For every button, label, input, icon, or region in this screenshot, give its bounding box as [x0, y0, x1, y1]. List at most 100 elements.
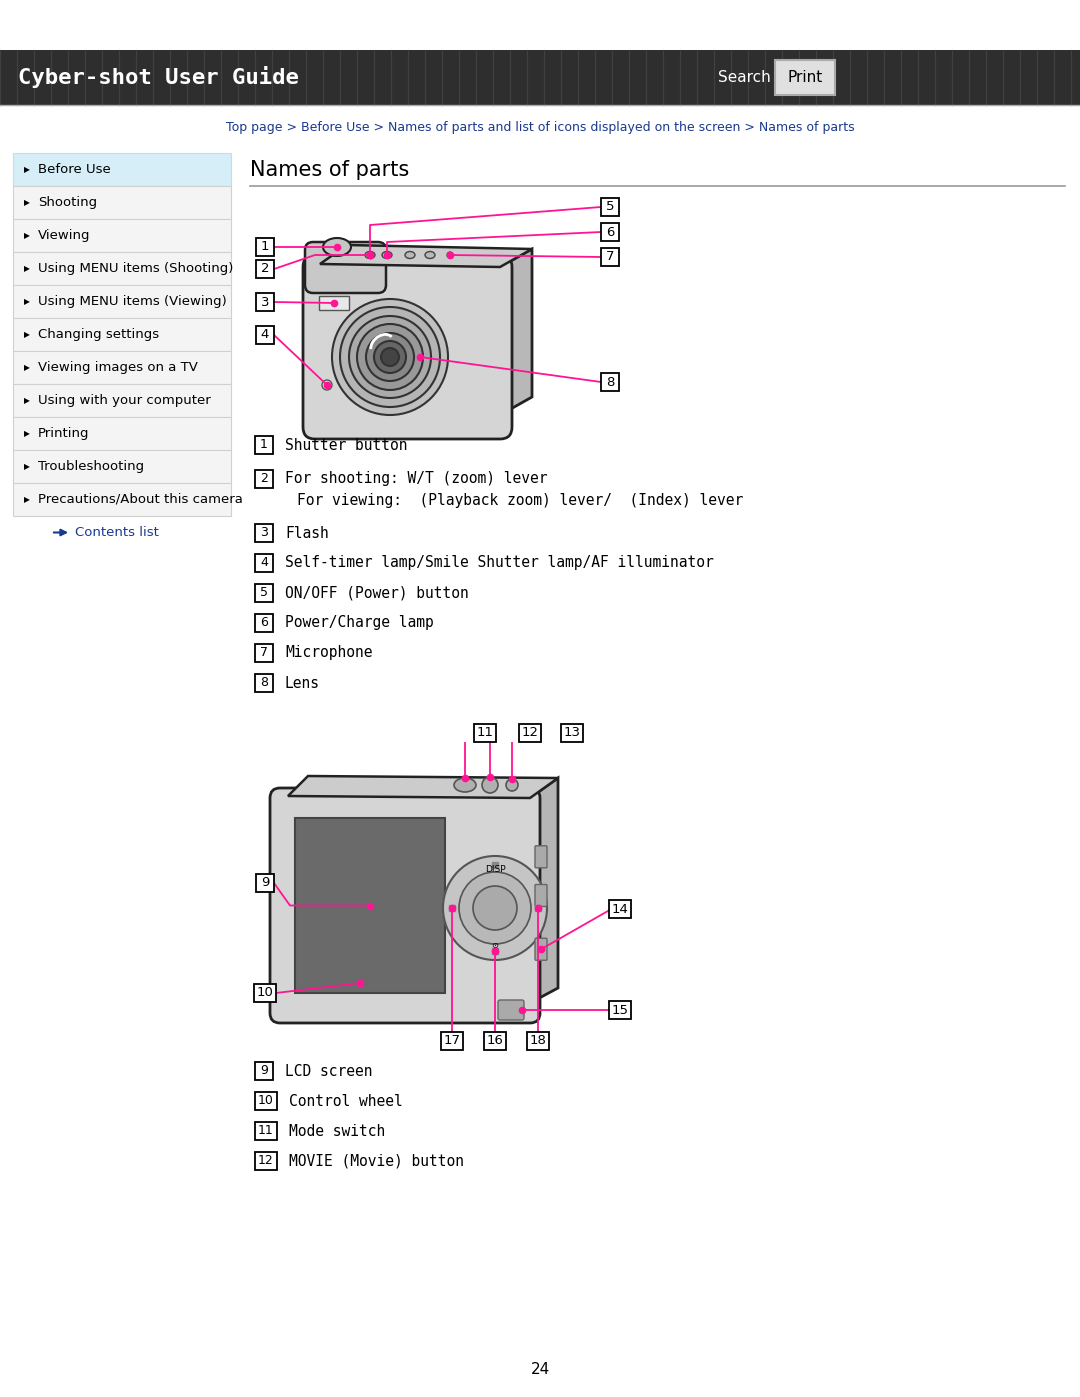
FancyBboxPatch shape	[535, 845, 546, 868]
Ellipse shape	[323, 237, 351, 256]
Text: Using MENU items (Viewing): Using MENU items (Viewing)	[38, 295, 227, 307]
FancyBboxPatch shape	[535, 884, 546, 907]
FancyBboxPatch shape	[305, 242, 386, 293]
Text: Cyber-shot User Guide: Cyber-shot User Guide	[18, 67, 299, 88]
FancyBboxPatch shape	[255, 673, 273, 692]
FancyBboxPatch shape	[303, 256, 512, 439]
FancyBboxPatch shape	[255, 469, 273, 488]
FancyBboxPatch shape	[600, 373, 619, 391]
Text: Using MENU items (Shooting): Using MENU items (Shooting)	[38, 263, 233, 275]
Text: ▶: ▶	[24, 330, 30, 339]
Text: 9: 9	[260, 876, 269, 890]
Text: Printing: Printing	[38, 427, 90, 440]
FancyBboxPatch shape	[255, 615, 273, 631]
Text: 8: 8	[260, 676, 268, 690]
FancyBboxPatch shape	[775, 60, 835, 95]
Bar	[295, 819, 445, 993]
Text: LCD screen: LCD screen	[285, 1063, 373, 1078]
Text: ▶: ▶	[24, 429, 30, 439]
Text: Using with your computer: Using with your computer	[38, 394, 211, 407]
Circle shape	[482, 777, 498, 793]
Text: Before Use: Before Use	[38, 163, 111, 176]
FancyBboxPatch shape	[484, 1032, 507, 1051]
Circle shape	[349, 316, 431, 398]
Text: 18: 18	[529, 1035, 546, 1048]
FancyBboxPatch shape	[535, 939, 546, 960]
FancyBboxPatch shape	[255, 584, 273, 602]
FancyBboxPatch shape	[255, 644, 273, 662]
FancyBboxPatch shape	[600, 224, 619, 242]
Ellipse shape	[382, 251, 392, 258]
FancyBboxPatch shape	[255, 555, 273, 571]
FancyBboxPatch shape	[319, 296, 349, 310]
Bar	[13, 154, 231, 186]
Text: Names of parts: Names of parts	[249, 161, 409, 180]
Circle shape	[340, 307, 440, 407]
Text: 3: 3	[260, 527, 268, 539]
FancyBboxPatch shape	[256, 326, 274, 344]
Text: 13: 13	[564, 726, 581, 739]
Bar	[13, 219, 231, 251]
Polygon shape	[500, 249, 532, 415]
Text: 4: 4	[260, 556, 268, 570]
FancyBboxPatch shape	[254, 983, 276, 1002]
FancyBboxPatch shape	[609, 1002, 631, 1018]
Text: 7: 7	[606, 250, 615, 264]
Bar	[0, 50, 1080, 105]
Text: 3: 3	[260, 296, 269, 309]
Text: 8: 8	[606, 376, 615, 388]
FancyBboxPatch shape	[519, 724, 541, 742]
Text: Contents list: Contents list	[75, 527, 159, 539]
Text: 2: 2	[260, 263, 269, 275]
Text: ▶: ▶	[24, 395, 30, 405]
FancyBboxPatch shape	[255, 1092, 276, 1111]
Text: 12: 12	[522, 726, 539, 739]
Text: Control wheel: Control wheel	[289, 1094, 403, 1108]
Text: ▶: ▶	[24, 495, 30, 504]
Circle shape	[322, 380, 332, 390]
FancyBboxPatch shape	[255, 1153, 276, 1171]
Bar	[13, 251, 231, 285]
Text: ▶: ▶	[24, 298, 30, 306]
Text: 11: 11	[476, 726, 494, 739]
FancyBboxPatch shape	[600, 249, 619, 265]
Text: Self-timer lamp/Smile Shutter lamp/AF illuminator: Self-timer lamp/Smile Shutter lamp/AF il…	[285, 556, 714, 570]
Text: ▶: ▶	[24, 363, 30, 372]
Text: Viewing: Viewing	[38, 229, 91, 242]
Text: ▶: ▶	[24, 165, 30, 175]
FancyBboxPatch shape	[527, 1032, 549, 1051]
Circle shape	[473, 886, 517, 930]
Text: Viewing images on a TV: Viewing images on a TV	[38, 360, 198, 374]
Ellipse shape	[426, 251, 435, 258]
Text: 11: 11	[258, 1125, 274, 1137]
Bar	[13, 319, 231, 351]
Text: 24: 24	[530, 1362, 550, 1376]
Text: ▶: ▶	[24, 264, 30, 272]
FancyBboxPatch shape	[561, 724, 583, 742]
Text: Flash: Flash	[285, 525, 328, 541]
Text: Print: Print	[787, 70, 823, 85]
Text: 10: 10	[257, 986, 273, 999]
Text: 2: 2	[260, 472, 268, 486]
Bar	[0, 0, 1080, 50]
FancyBboxPatch shape	[474, 724, 496, 742]
Text: Microphone: Microphone	[285, 645, 373, 661]
Bar	[13, 483, 231, 515]
Text: 6: 6	[606, 225, 615, 239]
Ellipse shape	[365, 251, 375, 258]
Text: 9: 9	[260, 1065, 268, 1077]
Circle shape	[459, 872, 531, 944]
Bar	[13, 416, 231, 450]
Circle shape	[357, 324, 423, 390]
Text: 15: 15	[611, 1003, 629, 1017]
FancyBboxPatch shape	[498, 1000, 524, 1020]
Text: Lens: Lens	[285, 676, 320, 690]
Text: DISP: DISP	[485, 866, 505, 875]
Text: ▶: ▶	[24, 462, 30, 471]
Text: 17: 17	[444, 1035, 460, 1048]
Text: Shooting: Shooting	[38, 196, 97, 210]
Text: Search: Search	[718, 70, 771, 85]
Text: ▶: ▶	[24, 198, 30, 207]
Bar	[13, 285, 231, 319]
Polygon shape	[530, 778, 558, 1003]
